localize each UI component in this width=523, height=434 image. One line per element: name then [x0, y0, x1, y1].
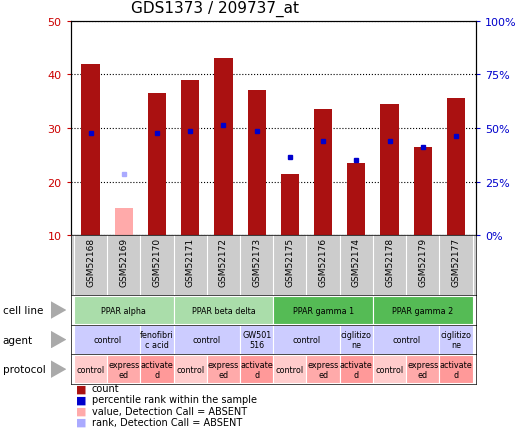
Bar — [447, 99, 465, 236]
Text: GSM52179: GSM52179 — [418, 237, 427, 286]
Text: control: control — [276, 365, 304, 374]
Text: activate
d: activate d — [240, 360, 273, 378]
Polygon shape — [51, 331, 66, 349]
Text: GSM52174: GSM52174 — [352, 237, 361, 286]
Text: GSM52178: GSM52178 — [385, 237, 394, 286]
Text: PPAR gamma 1: PPAR gamma 1 — [292, 306, 354, 315]
Bar — [148, 94, 166, 236]
Bar — [340, 355, 373, 384]
Text: ■: ■ — [76, 417, 86, 427]
Bar — [140, 326, 174, 354]
Text: GSM52172: GSM52172 — [219, 237, 228, 286]
Text: activate
d: activate d — [340, 360, 373, 378]
Text: express
ed: express ed — [208, 360, 239, 378]
Text: GSM52175: GSM52175 — [286, 237, 294, 286]
Text: control: control — [193, 335, 221, 344]
Text: PPAR gamma 2: PPAR gamma 2 — [392, 306, 453, 315]
Bar — [314, 110, 332, 236]
Bar — [373, 326, 439, 354]
Text: control: control — [76, 365, 105, 374]
Text: rank, Detection Call = ABSENT: rank, Detection Call = ABSENT — [92, 417, 242, 427]
Bar — [74, 296, 174, 325]
Text: GSM52176: GSM52176 — [319, 237, 327, 286]
Bar — [82, 65, 100, 236]
Bar — [207, 355, 240, 384]
Bar — [439, 326, 473, 354]
Bar — [174, 355, 207, 384]
Text: GSM52171: GSM52171 — [186, 237, 195, 286]
Bar — [214, 59, 233, 236]
Text: express
ed: express ed — [407, 360, 438, 378]
Text: control: control — [176, 365, 204, 374]
Bar — [439, 355, 473, 384]
Bar — [274, 296, 373, 325]
Text: control: control — [292, 335, 321, 344]
Text: cell line: cell line — [3, 306, 43, 315]
Text: ciglitizo
ne: ciglitizo ne — [440, 331, 472, 349]
Bar — [174, 326, 240, 354]
Bar — [74, 355, 107, 384]
Text: value, Detection Call = ABSENT: value, Detection Call = ABSENT — [92, 406, 247, 416]
Text: PPAR beta delta: PPAR beta delta — [191, 306, 255, 315]
Bar — [340, 326, 373, 354]
Bar — [281, 174, 299, 236]
Text: ■: ■ — [76, 406, 86, 416]
Bar — [414, 148, 432, 236]
Text: count: count — [92, 384, 119, 393]
Text: GW501
516: GW501 516 — [242, 331, 271, 349]
Text: fenofibri
c acid: fenofibri c acid — [140, 331, 174, 349]
Text: activate
d: activate d — [141, 360, 173, 378]
Bar — [347, 164, 366, 236]
Text: protocol: protocol — [3, 365, 46, 374]
Text: control: control — [392, 335, 420, 344]
Text: ciglitizo
ne: ciglitizo ne — [341, 331, 372, 349]
Text: GSM52170: GSM52170 — [153, 237, 162, 286]
Text: agent: agent — [3, 335, 33, 345]
Bar — [274, 326, 340, 354]
Bar — [373, 296, 473, 325]
Bar — [373, 355, 406, 384]
Text: control: control — [376, 365, 404, 374]
Bar — [406, 355, 439, 384]
Bar — [306, 355, 340, 384]
Bar — [247, 91, 266, 236]
Text: express
ed: express ed — [108, 360, 140, 378]
Bar — [380, 105, 399, 236]
Bar — [115, 209, 133, 236]
Bar — [274, 355, 306, 384]
Text: GDS1373 / 209737_at: GDS1373 / 209737_at — [131, 1, 299, 17]
Text: GSM52173: GSM52173 — [252, 237, 261, 286]
Polygon shape — [51, 302, 66, 319]
Text: express
ed: express ed — [308, 360, 339, 378]
Text: percentile rank within the sample: percentile rank within the sample — [92, 395, 256, 404]
Bar — [140, 355, 174, 384]
Bar — [240, 326, 274, 354]
Bar — [181, 81, 199, 236]
Text: GSM52177: GSM52177 — [451, 237, 460, 286]
Text: GSM52169: GSM52169 — [119, 237, 128, 286]
Text: ■: ■ — [76, 395, 86, 404]
Text: control: control — [93, 335, 121, 344]
Polygon shape — [51, 361, 66, 378]
Bar — [174, 296, 274, 325]
Bar — [74, 326, 140, 354]
Text: GSM52168: GSM52168 — [86, 237, 95, 286]
Text: activate
d: activate d — [440, 360, 472, 378]
Bar — [107, 355, 140, 384]
Bar — [240, 355, 274, 384]
Text: PPAR alpha: PPAR alpha — [101, 306, 146, 315]
Text: ■: ■ — [76, 384, 86, 393]
